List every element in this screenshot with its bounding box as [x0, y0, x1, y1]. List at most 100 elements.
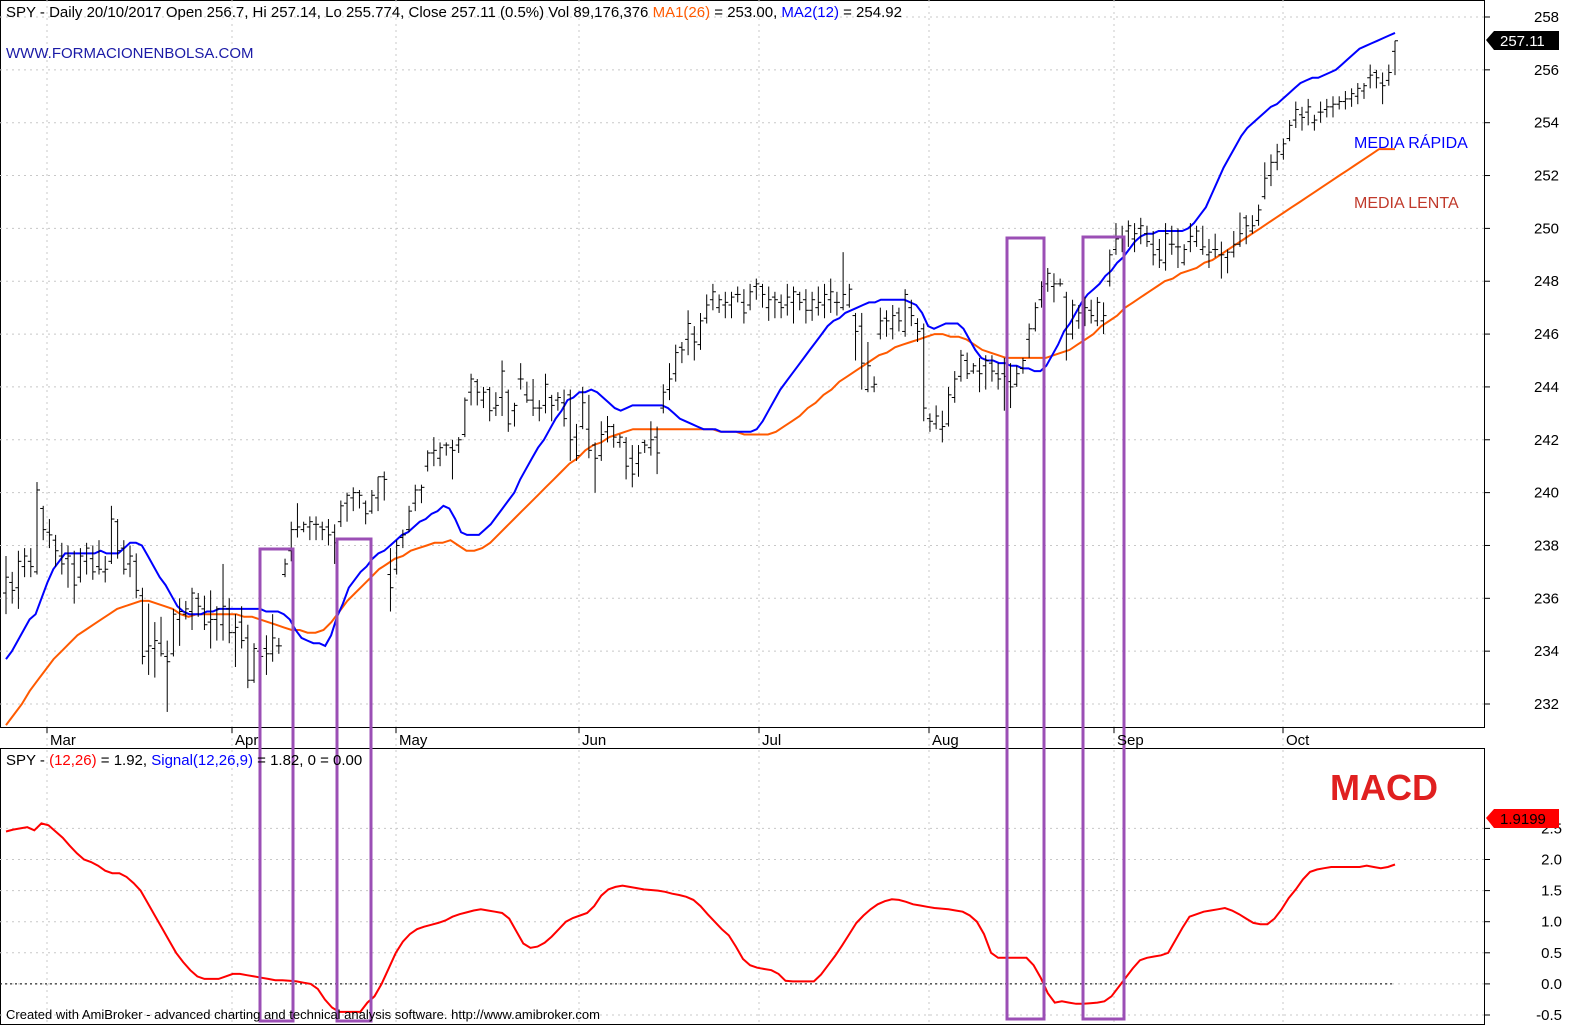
highlight-box [258, 547, 295, 1023]
ohlc-bar [393, 540, 400, 575]
ohlc-bar [1236, 212, 1243, 247]
ohlc-bar [895, 307, 902, 332]
ohlc-bar [852, 312, 859, 361]
ohlc-bar [1131, 223, 1138, 253]
highlight-boxes [258, 235, 1126, 1023]
ohlc-bar [1212, 233, 1219, 258]
price-tick-label: 250 [1534, 220, 1559, 237]
ohlc-bar [908, 299, 915, 327]
month-label: Jun [582, 732, 606, 749]
ohlc-bar [1342, 90, 1349, 110]
ohlc-bar [455, 437, 462, 453]
ohlc-bar [151, 622, 158, 678]
price-header-prefix: SPY - Daily 20/10/2017 Open 256.7, Hi 25… [6, 4, 653, 21]
ohlc-bar [1274, 143, 1281, 171]
ohlc-bar [114, 519, 121, 559]
ohlc-bar [685, 310, 692, 356]
ohlc-bar [108, 505, 115, 564]
ohlc-bar [344, 492, 351, 522]
ohlc-bar [939, 410, 946, 443]
ohlc-bar [356, 489, 363, 509]
ohlc-bar [889, 305, 896, 340]
ohlc-bar [666, 363, 673, 401]
ohlc-bar [294, 503, 301, 538]
ohlc-bar [1360, 83, 1367, 99]
ohlc-bar [220, 563, 227, 641]
ohlc-bar [89, 545, 96, 580]
ohlc-bar [629, 445, 636, 488]
ohlc-bar [1162, 223, 1169, 271]
ohlc-bar [1187, 223, 1194, 253]
ohlc-bar [1112, 223, 1119, 255]
ohlc-bar [170, 608, 177, 657]
ohlc-bar [120, 540, 127, 575]
month-label: Apr [235, 732, 258, 749]
ohlc-bar [232, 614, 239, 668]
highlight-box [1081, 235, 1126, 1021]
ohlc-bar [1317, 101, 1324, 123]
macd-series-value: = 1.92, [97, 752, 152, 769]
ohlc-bar [1298, 106, 1305, 131]
price-tick-label: 238 [1534, 537, 1559, 554]
price-tick-label: 256 [1534, 62, 1559, 79]
ohlc-bar [1218, 241, 1225, 279]
ohlc-bar [815, 286, 822, 316]
ohlc-bar [871, 376, 878, 393]
macd-series-label: (12,26) [49, 752, 97, 769]
ohlc-bar [412, 484, 419, 512]
last-price-marker: 257.11 [1486, 31, 1559, 50]
ohlc-bar [1354, 83, 1361, 105]
ohlc-bar [1168, 225, 1175, 255]
ohlc-bar [1385, 64, 1392, 86]
ohlc-bar [1261, 162, 1268, 200]
ohlc-bar [139, 587, 146, 665]
ma2-label: MA2(12) [781, 4, 839, 21]
ohlc-bar [654, 426, 661, 475]
ohlc-bar [734, 286, 741, 303]
macd-tick-label: -0.5 [1536, 1007, 1562, 1024]
ohlc-bar [306, 516, 313, 541]
ohlc-bar [827, 278, 834, 313]
month-label: Jul [762, 732, 781, 749]
ohlc-bar [1063, 291, 1070, 361]
month-label: Mar [50, 732, 76, 749]
annotation-slow-ma: MEDIA LENTA [1354, 195, 1459, 212]
price-tick-label: 248 [1534, 273, 1559, 290]
ohlc-bar [902, 289, 909, 337]
ohlc-bar [1026, 323, 1033, 358]
ohlc-bar [1137, 217, 1144, 245]
ohlc-bar [430, 437, 437, 467]
price-tick-label: 254 [1534, 115, 1559, 132]
ohlc-bar [1013, 365, 1020, 387]
price-tick-label: 242 [1534, 432, 1559, 449]
ohlc-bar [1019, 357, 1026, 374]
ohlc-bar [443, 442, 450, 456]
ohlc-bar [802, 289, 809, 324]
ohlc-bar [133, 553, 140, 599]
macd-tick-label: 0.0 [1541, 976, 1562, 993]
ohlc-bar [1156, 238, 1163, 269]
ohlc-bar [759, 283, 766, 308]
ohlc-bar [530, 378, 537, 416]
ohlc-bar [480, 386, 487, 409]
ohlc-bar [505, 389, 512, 432]
signal-series-label: Signal(12,26,9) [151, 752, 253, 769]
ohlc-bar [486, 386, 493, 422]
ohlc-bar [598, 421, 605, 461]
ohlc-bar [728, 291, 735, 319]
ohlc-bar [778, 294, 785, 319]
ohlc-bar [1205, 238, 1212, 269]
ohlc-bar [368, 489, 375, 514]
ohlc-bar [275, 637, 282, 654]
month-label: Sep [1117, 732, 1144, 749]
macd-tick-label: 0.5 [1541, 945, 1562, 962]
x-axis-months: Mar Apr May Jun Jul Aug Sep Oct [46, 727, 1310, 749]
ohlc-bar [523, 381, 530, 403]
ohlc-bar [678, 342, 685, 364]
ohlc-bar [468, 373, 475, 406]
ohlc-bar [164, 640, 171, 712]
ohlc-bar [127, 545, 134, 578]
ma1-value: = 253.00, [710, 4, 781, 21]
ohlc-bar [567, 389, 574, 461]
ohlc-bar [542, 373, 549, 414]
